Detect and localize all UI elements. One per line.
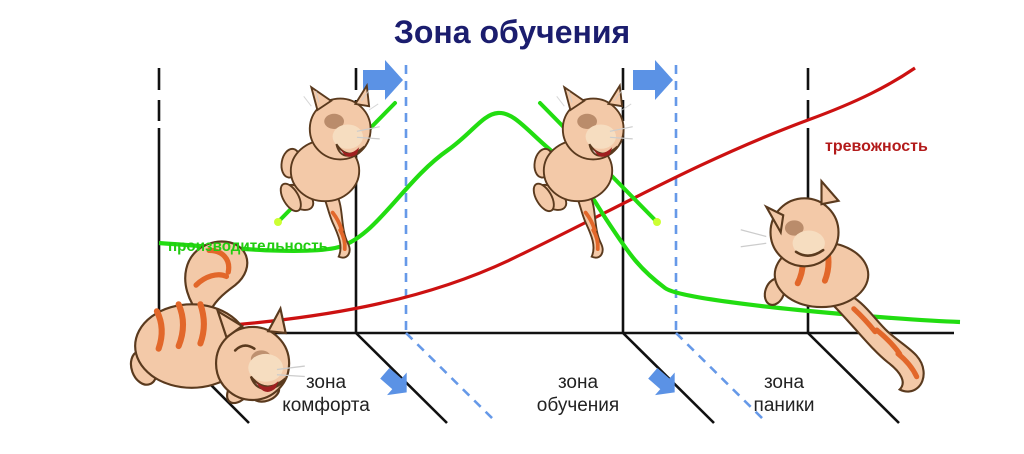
svg-text:зона: зона xyxy=(764,372,805,393)
svg-text:производительность: производительность xyxy=(168,238,328,255)
svg-text:комфорта: комфорта xyxy=(282,395,370,416)
svg-text:зона: зона xyxy=(558,372,599,393)
svg-text:тревожность: тревожность xyxy=(825,138,928,155)
svg-text:паники: паники xyxy=(754,395,815,416)
svg-text:обучения: обучения xyxy=(537,395,619,416)
svg-text:зона: зона xyxy=(306,372,347,393)
